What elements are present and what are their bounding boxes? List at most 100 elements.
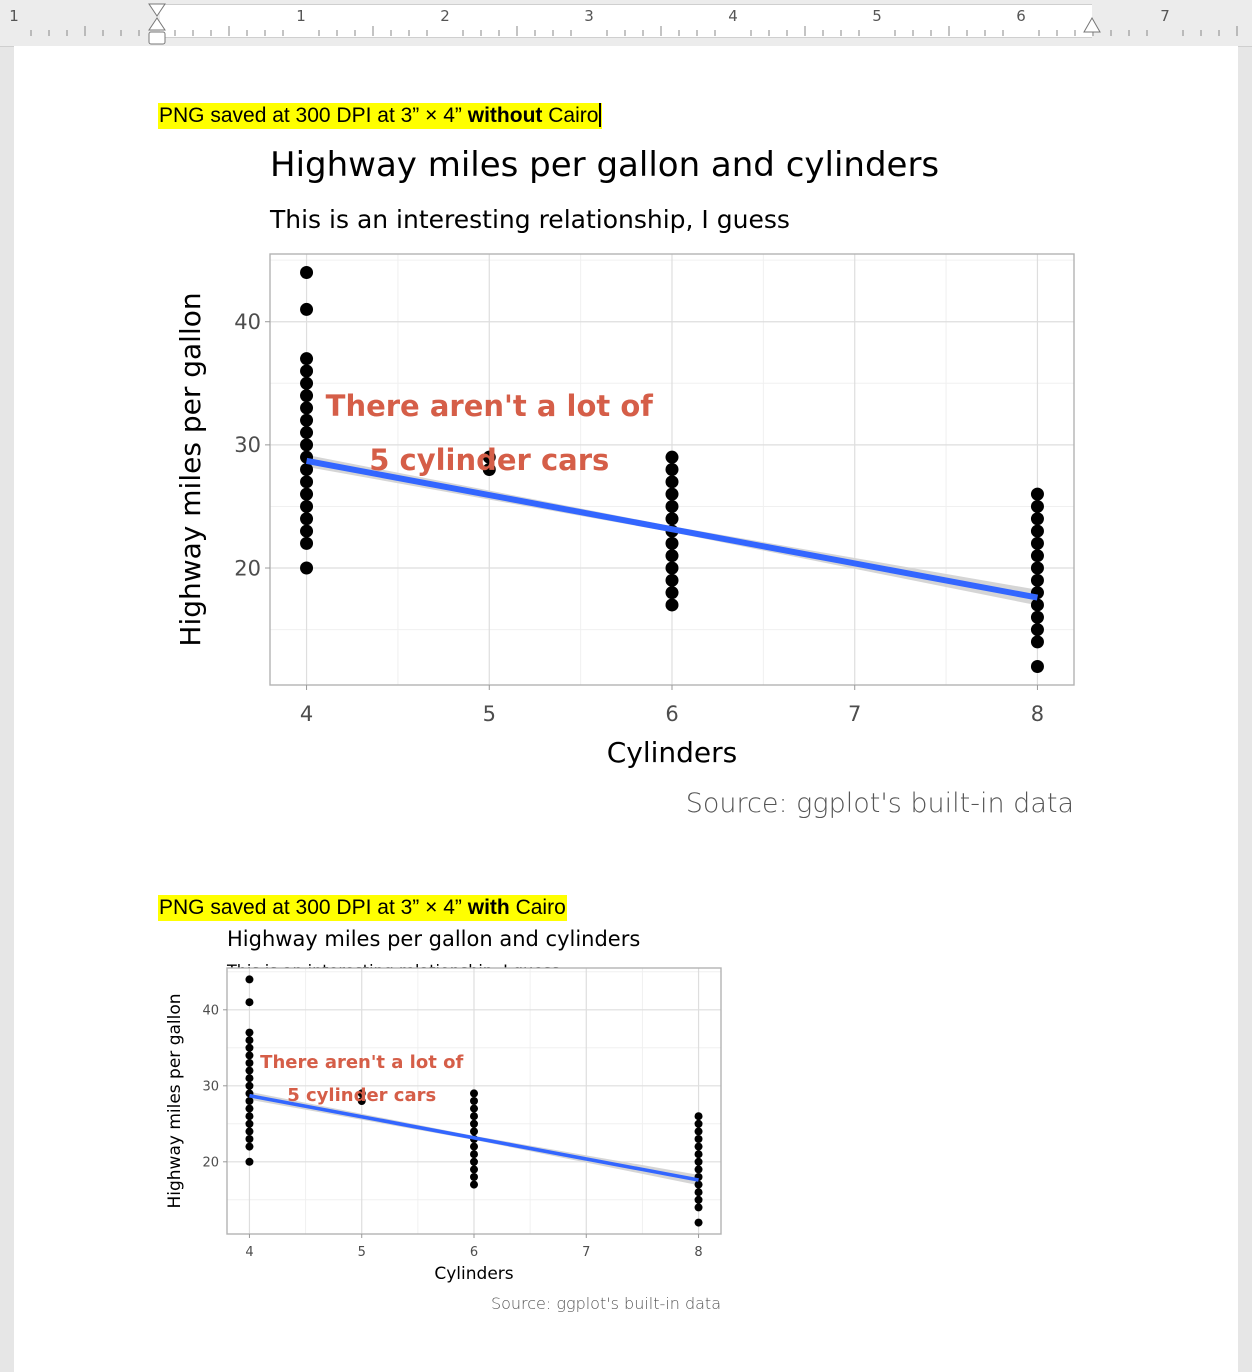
x-tick-label: 6 bbox=[470, 1245, 478, 1260]
data-point bbox=[470, 1142, 478, 1151]
data-point bbox=[482, 463, 496, 476]
figure-caption-2[interactable]: PNG saved at 300 DPI at 3” × 4” with Cai… bbox=[158, 895, 567, 921]
chart-title: Highway miles per gallon and cylinders bbox=[227, 927, 640, 951]
data-point bbox=[300, 524, 314, 538]
first-line-indent-marker bbox=[148, 3, 166, 17]
caption-emphasis: with bbox=[467, 896, 510, 919]
chart-without-cairo[interactable]: Highway miles per gallon and cylinders Th… bbox=[158, 130, 1088, 820]
data-point bbox=[357, 1097, 366, 1105]
data-point bbox=[245, 1135, 254, 1143]
data-point bbox=[357, 1089, 366, 1098]
ruler-text-area bbox=[160, 4, 1092, 38]
ruler-number: 6 bbox=[1016, 7, 1026, 25]
data-point bbox=[1030, 524, 1044, 538]
data-point bbox=[470, 1180, 478, 1189]
x-axis-label: Cylinders bbox=[607, 736, 738, 769]
x-tick-label: 5 bbox=[358, 1245, 366, 1260]
data-point bbox=[1030, 635, 1044, 649]
data-point bbox=[470, 1104, 478, 1113]
y-tick-label: 30 bbox=[202, 1079, 219, 1094]
annotation-line-2: 5 cylinder cars bbox=[287, 1085, 436, 1106]
data-point bbox=[470, 1119, 478, 1128]
x-tick-label: 6 bbox=[665, 702, 678, 726]
data-point bbox=[665, 549, 679, 563]
ruler-number: 1 bbox=[296, 7, 306, 25]
data-point bbox=[694, 1142, 703, 1151]
data-point bbox=[1030, 598, 1044, 612]
data-point bbox=[665, 561, 679, 575]
data-point bbox=[694, 1218, 703, 1227]
data-point bbox=[1030, 536, 1044, 550]
data-point bbox=[665, 586, 679, 600]
data-point bbox=[470, 1089, 478, 1098]
chart-with-cairo[interactable]: Highway miles per gallon and cylinders Th… bbox=[158, 922, 738, 1352]
ruler-number: 5 bbox=[872, 7, 882, 25]
right-indent-marker bbox=[1083, 16, 1101, 33]
data-point bbox=[694, 1127, 703, 1136]
data-point bbox=[245, 1066, 254, 1075]
data-point bbox=[470, 1150, 478, 1159]
data-point bbox=[245, 1036, 254, 1045]
ruler-scale: 1 2 3 4 5 6 7 1 bbox=[9, 3, 1238, 45]
horizontal-ruler[interactable]: 1 2 3 4 5 6 7 1 bbox=[0, 0, 1252, 47]
data-point bbox=[1030, 610, 1044, 624]
data-point bbox=[665, 487, 679, 501]
data-point bbox=[694, 1150, 703, 1159]
data-point bbox=[300, 426, 314, 440]
document-page[interactable]: PNG saved at 300 DPI at 3” × 4” without … bbox=[14, 46, 1238, 1372]
y-tick-label: 40 bbox=[234, 310, 261, 334]
chart-source-caption: Source: ggplot's built-in data bbox=[491, 1294, 721, 1313]
data-point bbox=[1030, 549, 1044, 563]
data-point bbox=[694, 1203, 703, 1212]
data-point bbox=[694, 1157, 703, 1166]
data-point bbox=[1030, 512, 1044, 526]
data-point bbox=[245, 1074, 254, 1083]
data-point bbox=[470, 1112, 478, 1121]
data-point bbox=[694, 1195, 703, 1204]
y-tick-label: 40 bbox=[202, 1003, 219, 1018]
data-point bbox=[665, 499, 679, 513]
data-point bbox=[694, 1135, 703, 1143]
ruler-number: 1 bbox=[9, 7, 19, 25]
data-point bbox=[1030, 487, 1044, 501]
x-tick-label: 8 bbox=[694, 1245, 702, 1260]
x-axis-label: Cylinders bbox=[434, 1264, 513, 1284]
chart-subtitle: This is an interesting relationship, I g… bbox=[269, 205, 790, 234]
data-point bbox=[665, 512, 679, 526]
data-point bbox=[694, 1188, 703, 1197]
data-point bbox=[245, 975, 254, 984]
data-point bbox=[300, 389, 314, 403]
data-point bbox=[300, 475, 314, 489]
caption-suffix: Cairo bbox=[509, 896, 566, 919]
data-point bbox=[300, 499, 314, 513]
y-axis-label: Highway miles per gallon bbox=[174, 292, 207, 646]
chart-title: Highway miles per gallon and cylinders bbox=[270, 145, 939, 185]
y-tick-label: 30 bbox=[234, 433, 261, 457]
figure-caption-1[interactable]: PNG saved at 300 DPI at 3” × 4” without … bbox=[158, 103, 603, 129]
x-tick-label: 7 bbox=[582, 1245, 590, 1260]
data-point bbox=[694, 1165, 703, 1174]
data-point bbox=[665, 475, 679, 489]
data-point bbox=[245, 1043, 254, 1052]
left-indent-marker bbox=[148, 31, 166, 45]
chart-source-caption: Source: ggplot's built-in data bbox=[686, 788, 1074, 819]
annotation-line-1: There aren't a lot of bbox=[260, 1052, 463, 1073]
data-point bbox=[300, 536, 314, 550]
hanging-indent-marker bbox=[148, 17, 166, 31]
data-point bbox=[245, 1142, 254, 1151]
data-point bbox=[300, 487, 314, 501]
data-point bbox=[245, 1104, 254, 1113]
y-tick-label: 20 bbox=[202, 1155, 219, 1170]
data-point bbox=[245, 1112, 254, 1121]
data-point bbox=[1030, 573, 1044, 587]
data-point bbox=[1030, 623, 1044, 637]
x-tick-label: 4 bbox=[245, 1245, 253, 1260]
data-point bbox=[665, 450, 679, 464]
data-point bbox=[470, 1097, 478, 1105]
data-point bbox=[245, 998, 254, 1007]
ruler-number: 7 bbox=[1160, 7, 1170, 25]
data-point bbox=[694, 1119, 703, 1128]
data-point bbox=[694, 1180, 703, 1189]
text-cursor bbox=[599, 103, 602, 127]
data-point bbox=[300, 265, 314, 279]
